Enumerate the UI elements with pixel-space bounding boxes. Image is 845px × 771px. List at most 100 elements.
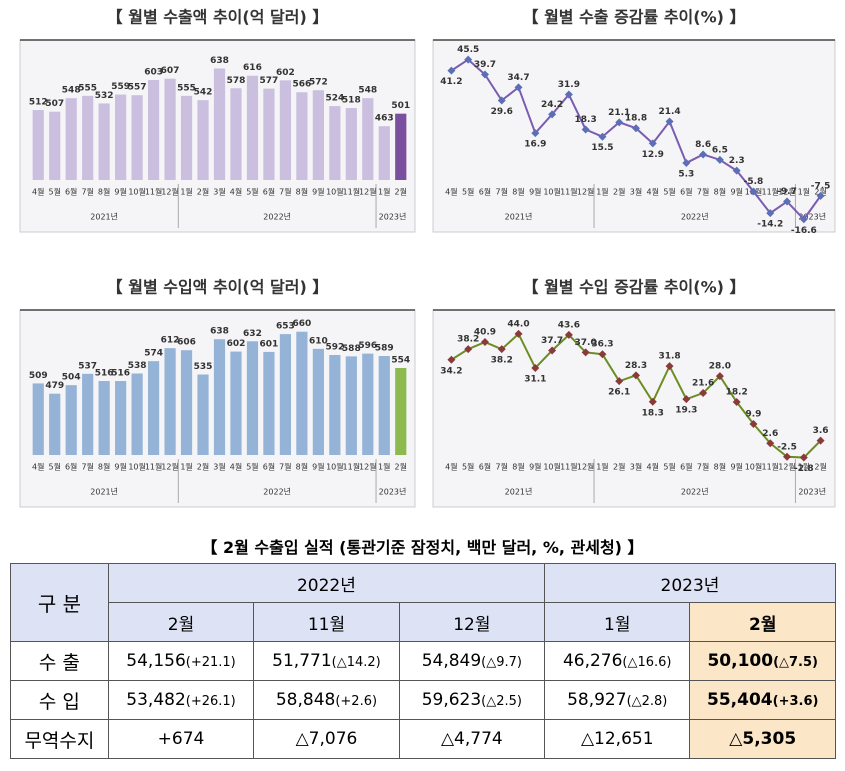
x-tick-label: 7월 xyxy=(279,187,291,197)
x-tick-label: 8월 xyxy=(512,187,524,197)
bar xyxy=(197,374,209,455)
x-tick-label: 11월 xyxy=(761,462,779,472)
data-label: 31.1 xyxy=(524,374,546,384)
group-label: 2022년 xyxy=(681,212,709,222)
cell-value: 55,404 xyxy=(707,690,773,710)
x-tick-label: 3월 xyxy=(630,462,642,472)
bar xyxy=(147,361,160,455)
data-label: 2.6 xyxy=(762,429,778,439)
bar xyxy=(213,339,226,455)
row: 수 출 54,156(+21.1) 51,771(△14.2) 54,849(△9.7… xyxy=(10,641,836,681)
cell-value: △4,774 xyxy=(440,729,503,749)
panel xyxy=(432,39,836,233)
row-label: 무역수지 xyxy=(10,719,109,759)
bar xyxy=(115,381,127,455)
data-label: 638 xyxy=(210,327,229,337)
x-tick-label: 6월 xyxy=(479,187,491,197)
data-label: 632 xyxy=(243,329,262,339)
x-tick-label: 3월 xyxy=(213,187,225,197)
group-label: 2022년 xyxy=(681,487,709,497)
x-tick-label: 10월 xyxy=(543,462,561,472)
x-tick-label: 6월 xyxy=(680,187,692,197)
cell: 58,927(△2.8) xyxy=(544,680,691,720)
cell-value: 58,927 xyxy=(567,690,627,710)
data-label: 501 xyxy=(391,101,410,111)
group-label: 2021년 xyxy=(505,487,533,497)
x-tick-label: 12월 xyxy=(778,462,796,472)
data-label: 602 xyxy=(276,68,295,78)
data-label: 28.3 xyxy=(625,361,647,371)
data-label: 2.3 xyxy=(729,156,745,166)
cell: 50,100(△7.5) xyxy=(689,641,836,681)
marker xyxy=(581,125,590,134)
cell-value: △5,305 xyxy=(729,729,797,749)
bar xyxy=(362,353,374,455)
bar xyxy=(164,348,176,455)
data-label: 577 xyxy=(260,76,279,86)
data-label: 39.7 xyxy=(474,60,496,70)
x-tick-label: 12월 xyxy=(161,187,179,197)
marker xyxy=(548,110,557,119)
group-header: 2023년 xyxy=(544,563,836,603)
x-tick-label: 9월 xyxy=(529,187,541,197)
bar xyxy=(131,95,143,180)
data-label: 535 xyxy=(194,362,213,372)
x-tick-label: 11월 xyxy=(560,187,578,197)
marker xyxy=(682,395,691,404)
bar xyxy=(98,103,110,180)
bar xyxy=(65,98,77,180)
data-label: 38.2 xyxy=(457,335,479,345)
bar xyxy=(49,393,61,455)
x-tick-label: 9월 xyxy=(312,462,324,472)
marker xyxy=(548,346,557,355)
data-label: 15.5 xyxy=(591,143,613,153)
bar xyxy=(395,113,407,180)
x-tick-label: 5월 xyxy=(48,462,60,472)
group-label: 2023년 xyxy=(798,212,826,222)
x-tick-label: 7월 xyxy=(496,187,508,197)
x-tick-label: 7월 xyxy=(496,462,508,472)
cell-value: △12,651 xyxy=(580,729,654,749)
marker xyxy=(799,453,808,462)
cell-note: (△2.8) xyxy=(626,694,668,709)
data-label: 16.9 xyxy=(524,140,546,150)
x-tick-label: 6월 xyxy=(263,187,275,197)
cell-note: (+26.1) xyxy=(185,694,236,709)
data-label: -7.5 xyxy=(811,181,831,191)
x-tick-label: 6월 xyxy=(65,187,77,197)
marker xyxy=(766,209,775,218)
data-label: 555 xyxy=(78,83,97,93)
marker xyxy=(732,398,741,407)
x-tick-label: 12월 xyxy=(577,187,595,197)
data-label: 602 xyxy=(227,339,246,349)
chart-title: 【 월별 수입 증감률 추이(%) 】 xyxy=(523,278,746,297)
bar xyxy=(378,126,390,180)
data-label: 37.0 xyxy=(575,338,597,348)
x-tick-label: 7월 xyxy=(697,187,709,197)
x-tick-label: 10월 xyxy=(543,187,561,197)
data-label: 45.5 xyxy=(457,45,479,55)
x-tick-label: 10월 xyxy=(128,462,146,472)
marker xyxy=(632,124,640,133)
group-label: 2022년 xyxy=(263,487,291,497)
cell-note: (△16.6) xyxy=(622,655,672,670)
x-tick-label: 9월 xyxy=(529,462,541,472)
row-label: 수 입 xyxy=(10,680,109,720)
bar xyxy=(32,110,44,180)
x-tick-label: 4월 xyxy=(647,462,659,472)
marker xyxy=(715,372,724,381)
data-label: 12.9 xyxy=(642,150,664,160)
data-label: 607 xyxy=(161,66,180,76)
marker xyxy=(665,362,674,371)
x-tick-label: 9월 xyxy=(312,187,324,197)
x-tick-label: 1월 xyxy=(798,187,810,197)
x-tick-label: 5월 xyxy=(663,187,675,197)
group-label: 2021년 xyxy=(505,212,533,222)
data-label: 18.3 xyxy=(575,115,597,125)
data-label: 26.1 xyxy=(608,388,630,398)
data-label: 507 xyxy=(45,99,64,109)
marker xyxy=(598,132,607,141)
cell-note: (△7.5) xyxy=(773,655,818,670)
data-label: 36.3 xyxy=(591,340,613,350)
marker xyxy=(783,452,792,461)
